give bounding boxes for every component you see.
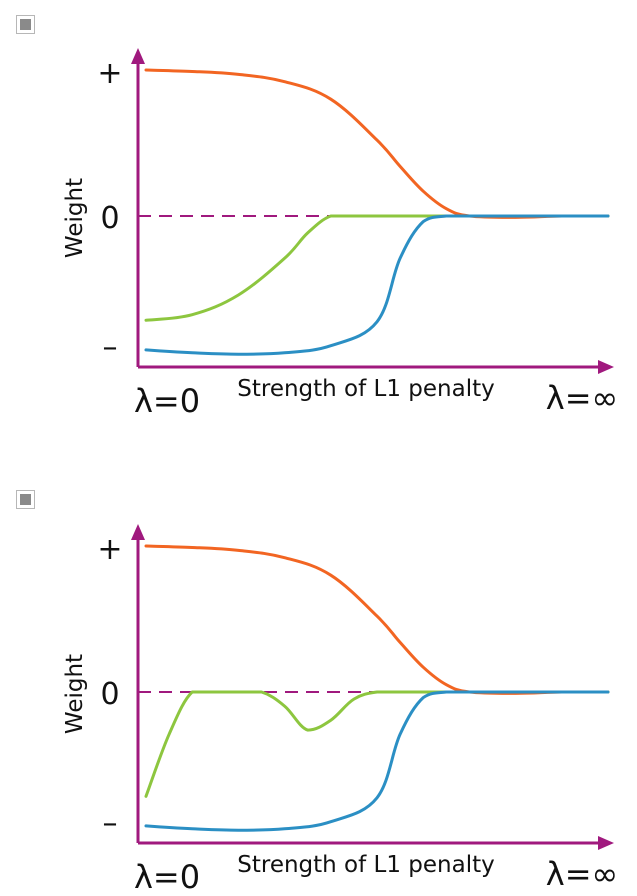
y-axis-arrowhead (131, 48, 145, 64)
y-tick-negative: – (103, 806, 118, 841)
y-tick-zero: 0 (100, 201, 119, 236)
series-line-blue (144, 690, 610, 832)
weight-vs-l1-penalty-chart-2: + 0 – Weight Strength of L1 penalty λ=0 … (62, 524, 618, 896)
weight-vs-l1-penalty-chart-1: + 0 – Weight Strength of L1 penalty λ=0 … (62, 48, 618, 420)
x-axis-start-label: λ=0 (134, 382, 200, 420)
y-tick-negative: – (103, 330, 118, 365)
y-axis-label: Weight (62, 178, 88, 258)
x-axis-label: Strength of L1 penalty (237, 376, 494, 402)
y-tick-zero: 0 (100, 677, 119, 712)
series-layer (144, 544, 610, 832)
x-axis-start-label: λ=0 (134, 858, 200, 896)
y-axis-arrowhead (131, 524, 145, 540)
series-line-orange (144, 68, 610, 219)
series-layer (144, 68, 610, 356)
series-line-blue (144, 214, 610, 356)
x-axis-arrowhead (598, 836, 614, 850)
series-line-orange (144, 544, 610, 695)
series-line-green (144, 690, 610, 798)
series-line-green (144, 214, 610, 322)
chart-2-checkbox[interactable] (16, 490, 35, 509)
chart-1-checkbox[interactable] (16, 15, 35, 34)
x-axis-label: Strength of L1 penalty (237, 852, 494, 878)
y-axis-label: Weight (62, 654, 88, 734)
y-tick-positive: + (97, 532, 122, 567)
y-tick-positive: + (97, 56, 122, 91)
x-axis-end-label: λ=∞ (546, 379, 618, 417)
x-axis-end-label: λ=∞ (546, 855, 618, 893)
x-axis-arrowhead (598, 360, 614, 374)
